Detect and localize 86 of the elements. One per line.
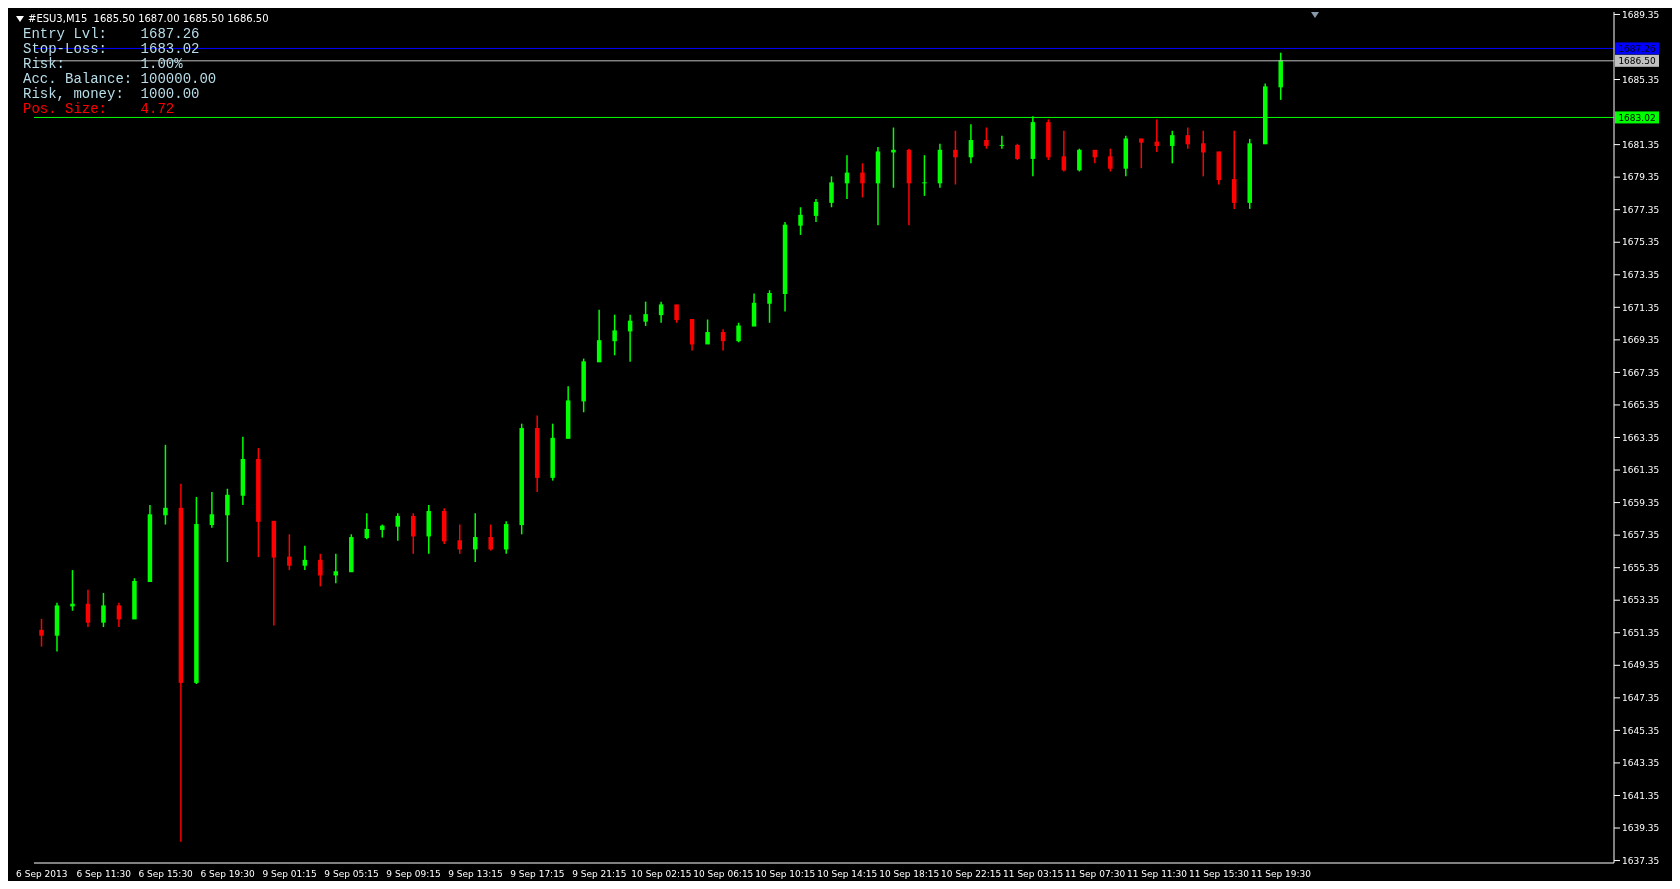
y-tick-label: 1639.35 xyxy=(1622,823,1660,834)
x-tick-label: 9 Sep 01:15 xyxy=(262,869,317,880)
y-tick-label: 1677.35 xyxy=(1622,204,1660,215)
x-tick-label: 9 Sep 05:15 xyxy=(324,869,379,880)
y-tick-label: 1673.35 xyxy=(1622,269,1660,280)
y-tick-label: 1653.35 xyxy=(1622,595,1660,606)
y-tick-label: 1689.35 xyxy=(1622,9,1660,20)
x-tick-label: 6 Sep 15:30 xyxy=(138,869,194,880)
candlestick xyxy=(922,154,927,197)
x-tick-label: 10 Sep 10:15 xyxy=(755,869,816,880)
annotation: Entry Lvl: 1687.26 xyxy=(23,26,201,42)
ref-line-label: 1687.26 xyxy=(1618,43,1656,54)
annotation: Acc. Balance: 100000.00 xyxy=(23,71,217,87)
y-tick-label: 1667.35 xyxy=(1622,367,1660,378)
y-tick-label: 1647.35 xyxy=(1622,693,1660,704)
y-tick-label: 1659.35 xyxy=(1622,497,1660,508)
x-tick-label: 9 Sep 13:15 xyxy=(448,869,503,880)
x-tick-label: 10 Sep 14:15 xyxy=(817,869,878,880)
x-tick-label: 11 Sep 19:30 xyxy=(1250,869,1312,880)
candlestick xyxy=(209,491,215,529)
annotation: Pos. Size: 4.72 xyxy=(23,101,176,117)
y-tick-label: 1665.35 xyxy=(1622,400,1660,411)
candlestick xyxy=(612,313,617,357)
x-tick-label: 10 Sep 18:15 xyxy=(879,869,940,880)
y-tick-label: 1663.35 xyxy=(1622,432,1660,443)
candlestick xyxy=(767,289,772,324)
y-tick-label: 1685.35 xyxy=(1622,74,1660,85)
candlestick xyxy=(1232,130,1237,210)
candlestick xyxy=(488,523,493,552)
y-tick-label: 1657.35 xyxy=(1622,530,1660,541)
x-tick-label: 6 Sep 2013 xyxy=(16,869,68,880)
y-tick-label: 1649.35 xyxy=(1622,660,1660,671)
y-tick-label: 1669.35 xyxy=(1622,335,1660,346)
y-tick-label: 1679.35 xyxy=(1622,172,1660,183)
ref-line-label: 1683.02 xyxy=(1618,112,1656,123)
x-tick-label: 10 Sep 22:15 xyxy=(941,869,1002,880)
y-tick-label: 1681.35 xyxy=(1622,139,1660,150)
y-tick-label: 1641.35 xyxy=(1622,790,1660,801)
y-tick-label: 1645.35 xyxy=(1622,725,1660,736)
candlestick xyxy=(395,512,401,542)
ref-line-label: 1686.50 xyxy=(1618,56,1656,67)
candlestick xyxy=(984,126,989,150)
candlestick xyxy=(1139,138,1144,169)
candlestick xyxy=(163,444,168,526)
y-tick-label: 1671.35 xyxy=(1622,302,1660,313)
chart-title: #ESU3,M15 1685.50 1687.00 1685.50 1686.50 xyxy=(28,13,269,24)
candlestick xyxy=(39,618,44,648)
candlestick xyxy=(101,592,106,628)
x-tick-label: 11 Sep 11:30 xyxy=(1127,869,1188,880)
x-tick-label: 9 Sep 21:15 xyxy=(572,869,627,880)
x-tick-label: 9 Sep 09:15 xyxy=(386,869,441,880)
candlestick xyxy=(953,130,958,186)
candlestick xyxy=(658,300,664,324)
x-tick-label: 11 Sep 15:30 xyxy=(1188,869,1250,880)
candlestick xyxy=(705,318,710,345)
annotation: Risk: 1.00% xyxy=(23,56,184,72)
candlestick xyxy=(736,322,741,344)
candlestick xyxy=(411,512,416,555)
x-tick-label: 6 Sep 11:30 xyxy=(76,869,132,880)
x-tick-label: 6 Sep 19:30 xyxy=(200,869,256,880)
candlestick xyxy=(1170,130,1175,165)
candlestick xyxy=(643,300,648,327)
annotation: Risk, money: 1000.00 xyxy=(23,86,201,102)
candlestick xyxy=(1077,147,1082,173)
candlestick xyxy=(287,533,292,571)
x-tick-label: 11 Sep 03:15 xyxy=(1003,869,1064,880)
candlestick xyxy=(829,175,834,209)
candlestick xyxy=(457,523,462,555)
candlestick xyxy=(798,206,803,236)
x-tick-label: 9 Sep 17:15 xyxy=(510,869,565,880)
y-tick-label: 1651.35 xyxy=(1622,627,1660,638)
x-tick-label: 11 Sep 07:30 xyxy=(1065,869,1126,880)
candlestick xyxy=(225,488,230,563)
candlestick xyxy=(302,544,308,571)
y-tick-label: 1643.35 xyxy=(1622,758,1660,769)
candlestick xyxy=(751,292,757,327)
candlestick xyxy=(318,553,323,588)
x-tick-label: 10 Sep 06:15 xyxy=(693,869,754,880)
candlestick xyxy=(860,162,865,199)
y-tick-label: 1637.35 xyxy=(1622,855,1660,866)
candlestick xyxy=(1108,147,1113,173)
candlestick xyxy=(1201,130,1206,178)
x-tick-label: 10 Sep 02:15 xyxy=(631,869,692,880)
y-tick-label: 1655.35 xyxy=(1622,562,1660,573)
y-tick-label: 1675.35 xyxy=(1622,237,1660,248)
y-tick-label: 1661.35 xyxy=(1622,465,1660,476)
